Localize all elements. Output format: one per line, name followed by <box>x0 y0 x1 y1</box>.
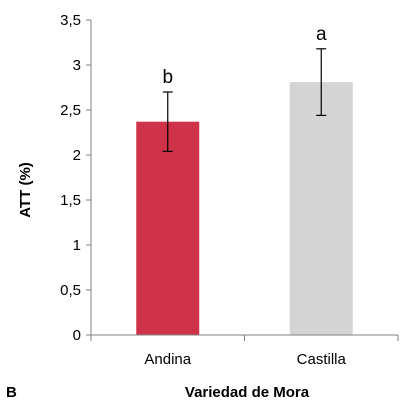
x-ticks-layer: Andina Castilla <box>90 335 399 368</box>
error-bars-layer <box>162 48 327 152</box>
panel-label: B <box>6 384 17 401</box>
y-tick-label: 1 <box>73 237 81 254</box>
significance-layer: ba <box>162 24 327 88</box>
y-ticks-layer: 0 0,5 1 1,5 2 2,5 3 3,5 <box>60 12 91 344</box>
y-tick-label: 0,5 <box>60 282 81 299</box>
x-tick-label: Castilla <box>297 351 347 368</box>
bar-andina <box>136 121 200 335</box>
error-bar <box>316 48 327 117</box>
bars-layer <box>136 82 353 335</box>
y-tick-label: 3 <box>73 57 81 74</box>
x-axis-title: Variedad de Mora <box>185 384 310 401</box>
y-tick-label: 2 <box>73 147 81 164</box>
error-bar <box>162 91 173 152</box>
y-tick-label: 3,5 <box>60 12 81 29</box>
significance-letter: b <box>162 67 173 88</box>
y-tick-label: 1,5 <box>60 192 81 209</box>
x-tick-label: Andina <box>144 351 191 368</box>
y-tick-label: 0 <box>73 327 81 344</box>
y-tick-label: 2,5 <box>60 102 81 119</box>
significance-letter: a <box>316 24 327 45</box>
y-axis-title: ATT (%) <box>17 162 34 218</box>
bar-castilla <box>289 82 353 335</box>
